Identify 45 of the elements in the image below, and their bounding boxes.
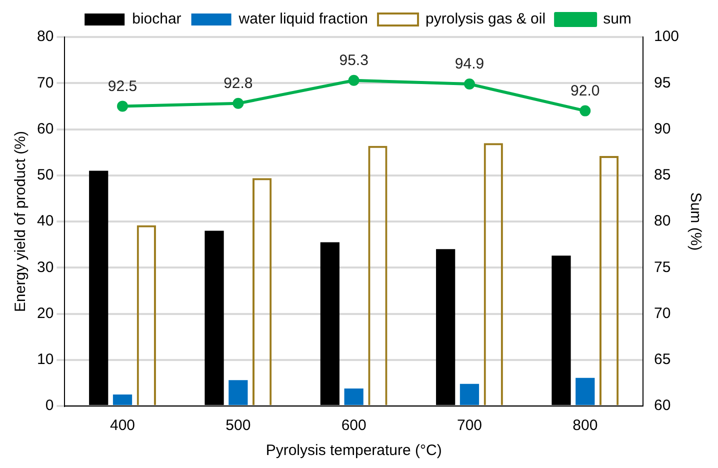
x-tick-label: 700	[456, 417, 482, 434]
bar	[112, 394, 132, 405]
bar	[576, 378, 595, 405]
y2-tick-label: 95	[654, 74, 671, 92]
x-tick-label: 400	[110, 417, 136, 434]
y2-axis-title: Sum (%)	[686, 192, 704, 251]
point	[464, 78, 475, 90]
x-tick-label: 800	[572, 417, 598, 434]
y-tick-label: 0	[45, 397, 54, 414]
y2-tick-label: 80	[654, 212, 671, 230]
point	[232, 98, 244, 109]
y-tick-label: 60	[36, 120, 54, 138]
y-tick-label: 30	[36, 258, 54, 276]
y2-tick-label: 70	[654, 304, 671, 322]
x-tick-label: 600	[341, 417, 366, 434]
data-label: 92.0	[570, 82, 600, 100]
bar	[460, 384, 480, 405]
y-tick-label: 10	[36, 351, 54, 368]
y-tick-label: 70	[36, 74, 54, 92]
x-axis-title: Pyrolysis temperature (°C)	[266, 442, 442, 460]
y2-tick-label: 100	[654, 28, 680, 46]
legend-label: pyrolysis gas & oil	[426, 10, 546, 28]
y2-tick-label: 75	[654, 258, 671, 276]
point	[348, 74, 360, 86]
point	[580, 105, 591, 116]
legend-label: sum	[603, 10, 632, 28]
data-label: 95.3	[339, 52, 368, 69]
point	[117, 100, 128, 112]
y2-tick-label: 65	[654, 351, 671, 368]
legend-label: biochar	[132, 10, 182, 28]
y-axis-title: Energy yield of product (%)	[12, 131, 30, 312]
y-tick-label: 20	[36, 304, 54, 322]
y-tick-label: 80	[36, 28, 54, 46]
y2-tick-label: 90	[654, 120, 671, 138]
y2-tick-label: 85	[654, 166, 671, 184]
y2-tick-label: 60	[654, 397, 671, 414]
bar	[228, 380, 248, 405]
y-tick-label: 40	[36, 212, 54, 230]
legend-label: water liquid fraction	[238, 10, 368, 28]
data-label: 92.8	[224, 75, 253, 92]
data-label: 94.9	[454, 56, 484, 73]
data-label: 92.5	[108, 78, 138, 95]
x-tick-label: 500	[226, 417, 251, 434]
bar	[344, 388, 364, 405]
y-tick-label: 50	[36, 166, 54, 184]
